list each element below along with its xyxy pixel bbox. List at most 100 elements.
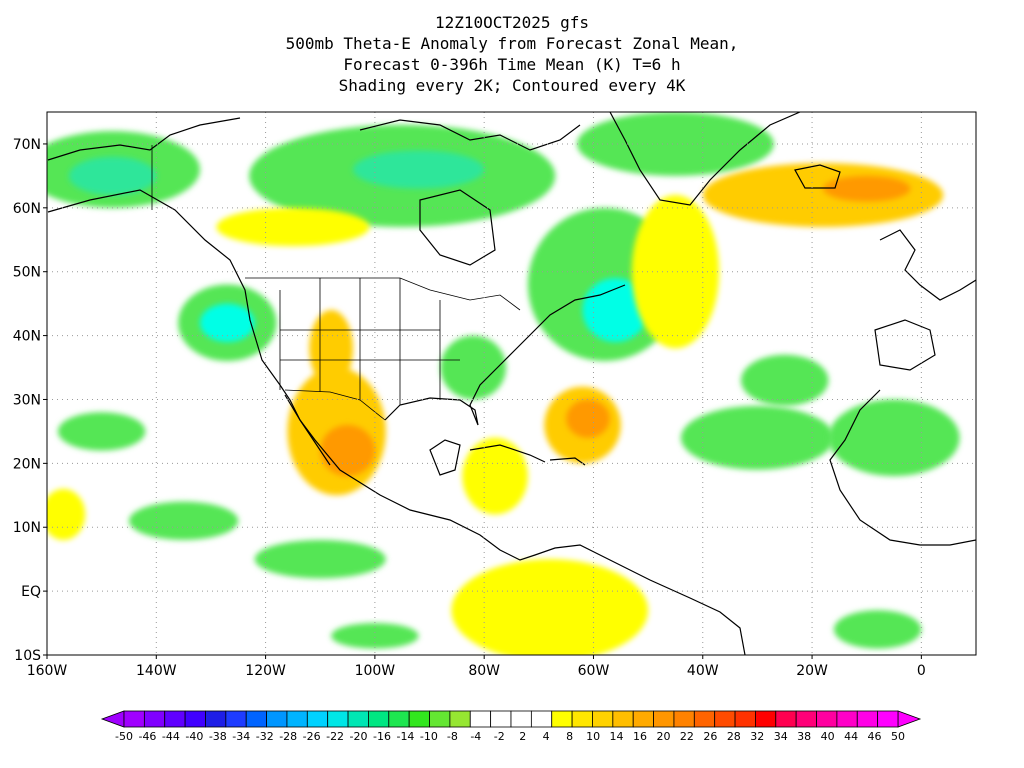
anomaly-south-america-warm [451, 559, 649, 655]
anomaly-mid-atl-warm-band [631, 195, 720, 349]
lat-tick-label: 70N [13, 137, 41, 153]
lon-tick-label: 120W [245, 663, 286, 679]
colorbar-label: -10 [420, 730, 438, 743]
colorbar-label: 2 [519, 730, 526, 743]
lat-tick-label: 50N [13, 265, 41, 281]
iberia [874, 319, 936, 371]
lon-tick-label: 60W [578, 663, 610, 679]
colorbar-swatch [469, 710, 492, 728]
chart-title-line-2: 500mb Theta-E Anomaly from Forecast Zona… [285, 34, 739, 53]
anomaly-nafrica-cold [828, 399, 960, 477]
colorbar-label: 34 [774, 730, 788, 743]
baja [284, 394, 331, 466]
anomaly-south-pac-cold [331, 623, 419, 649]
colorbar-label: 50 [891, 730, 905, 743]
lon-tick-label: 20W [796, 663, 828, 679]
colorbar-swatch [225, 710, 247, 728]
colorbar-swatch [653, 710, 675, 728]
hudson-bay [419, 189, 496, 266]
colorbar-swatch [877, 710, 899, 728]
colorbar-label: -28 [279, 730, 297, 743]
colorbar-label: 46 [868, 730, 882, 743]
colorbar-label: -20 [350, 730, 368, 743]
colorbar-swatch [449, 710, 471, 728]
colorbar-label: -14 [396, 730, 414, 743]
colorbar-label: 40 [821, 730, 835, 743]
colorbar-label: -8 [447, 730, 458, 743]
lon-tick-label: 100W [355, 663, 396, 679]
colorbar-swatch [490, 710, 512, 728]
colorbar-label: 22 [680, 730, 694, 743]
colorbar-swatch [327, 710, 349, 728]
colorbar-label: -22 [326, 730, 344, 743]
colorbar-swatch [205, 710, 227, 728]
colorbar-swatch [856, 710, 879, 728]
colorbar-min-arrow [100, 710, 125, 728]
colorbar-swatch [836, 710, 858, 728]
colorbar-swatch [306, 710, 329, 728]
lat-tick-label: 30N [13, 392, 41, 408]
anomaly-east-pac-warm [47, 488, 86, 541]
political-borders [151, 145, 521, 421]
anomaly-subtrop-atl-cold [741, 354, 829, 406]
anomaly-pacific-itcz-cold [128, 501, 239, 541]
colorbar-swatch [714, 710, 736, 728]
colorbar-label: 44 [844, 730, 858, 743]
lat-lon-grid [47, 112, 976, 655]
us-canada-border [245, 277, 521, 311]
colorbar-swatch [612, 710, 634, 728]
colorbar-swatch [673, 710, 695, 728]
colorbar-swatch [816, 710, 838, 728]
greenland-coast [609, 112, 801, 206]
hispaniola [549, 457, 586, 466]
colorbar-swatch [143, 710, 166, 728]
colorbar-swatch [632, 710, 654, 728]
colorbar-swatch [693, 710, 716, 728]
lat-tick-label: 20N [13, 456, 41, 472]
colorbar-label: 14 [610, 730, 624, 743]
plot-frame [46, 111, 977, 656]
colorbar-label: 16 [633, 730, 647, 743]
anomaly-greenland-cold [577, 112, 774, 176]
chart-title-line-3: Forecast 0-396h Time Mean (K) T=6 h [343, 55, 681, 74]
chart-title-line-4: Shading every 2K; Contoured every 4K [338, 76, 686, 95]
cuba [469, 444, 546, 463]
colorbar-label: -4 [470, 730, 481, 743]
colorbar-swatch [388, 710, 410, 728]
arctic-islands [359, 119, 581, 151]
anomaly-pacific-nw-core [200, 303, 255, 342]
anomaly-labrador-core [582, 278, 649, 342]
colorbar-label: -34 [232, 730, 250, 743]
lon-tick-label: 140W [136, 663, 177, 679]
yucatan [429, 439, 461, 476]
colorbar-label: 38 [797, 730, 811, 743]
us-mexico-border [284, 389, 386, 421]
lat-tick-label: 10S [14, 648, 41, 664]
europe-coast [879, 229, 976, 301]
colorbar-label: 4 [543, 730, 550, 743]
colorbar-label: -50 [115, 730, 133, 743]
anomaly-iceland-warm [702, 163, 944, 227]
colorbar-swatch [775, 710, 797, 728]
lon-tick-label: 0 [917, 663, 926, 679]
colorbar-label: -44 [162, 730, 180, 743]
colorbar-swatch [795, 710, 817, 728]
anomaly-sw-us-warm [309, 310, 354, 387]
plot-area [46, 111, 977, 656]
anomaly-epac-cold [254, 540, 386, 579]
colorbar-label: -32 [256, 730, 274, 743]
colorbar-label: 28 [727, 730, 741, 743]
colorbar-swatch [347, 710, 369, 728]
colorbar-swatch [245, 710, 267, 728]
colorbar-swatch [592, 710, 614, 728]
colorbar-label: 26 [703, 730, 717, 743]
colorbar-swatch [408, 710, 430, 728]
anomaly-alaska-cold-core [68, 156, 157, 196]
colorbar-swatch [571, 710, 593, 728]
colorbar: -50 -46 -44 -40 -38 -34 -32 -28 -26 -22 -20 -16 -14-… [100, 710, 922, 743]
coastlines [47, 112, 976, 655]
colorbar-swatch [510, 710, 532, 728]
lat-tick-label: 40N [13, 329, 41, 345]
